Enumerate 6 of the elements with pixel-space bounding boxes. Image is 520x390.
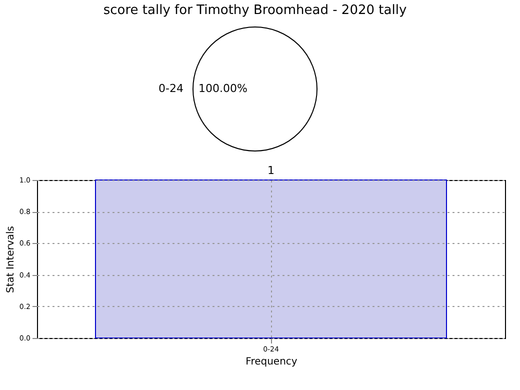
x-axis-title: Frequency <box>246 356 298 368</box>
chart-title: score tally for Timothy Broomhead - 2020 tally <box>103 3 407 18</box>
data-label: 100.00% <box>198 82 248 95</box>
y-axis-title: Stat Intervals <box>5 226 16 294</box>
slice-label: 0-24 <box>158 82 184 95</box>
data-label: 1 <box>268 164 274 177</box>
